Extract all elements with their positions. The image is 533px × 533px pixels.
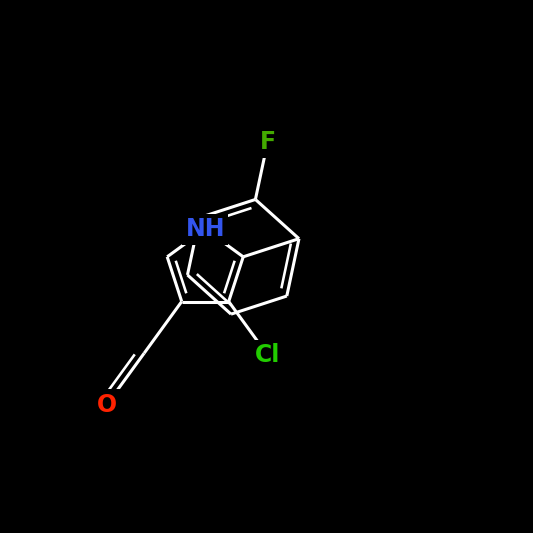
Text: Cl: Cl [255, 343, 280, 367]
Text: NH: NH [185, 217, 225, 241]
Text: F: F [260, 130, 276, 154]
Text: O: O [96, 393, 117, 417]
